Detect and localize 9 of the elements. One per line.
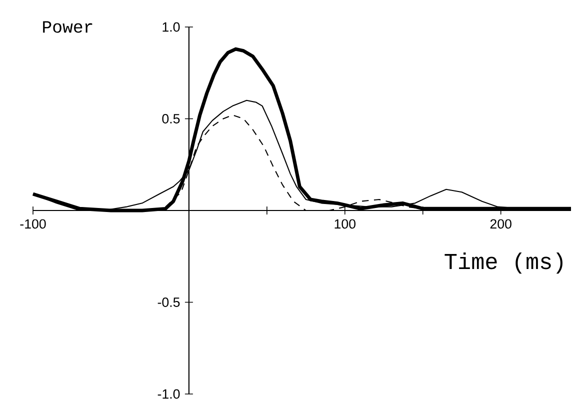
y-tick-label: -0.5 xyxy=(158,298,180,307)
x-tick-label: 200 xyxy=(490,219,512,229)
x-axis-title: Time (ms) xyxy=(444,252,562,274)
y-tick-label: 1.0 xyxy=(162,22,180,32)
x-tick-label: -100 xyxy=(20,219,46,229)
x-tick-label: 100 xyxy=(334,219,356,229)
y-tick-label: 0.5 xyxy=(162,114,180,124)
y-axis-title: Power xyxy=(43,21,92,33)
y-tick-label: -1.0 xyxy=(158,389,180,399)
